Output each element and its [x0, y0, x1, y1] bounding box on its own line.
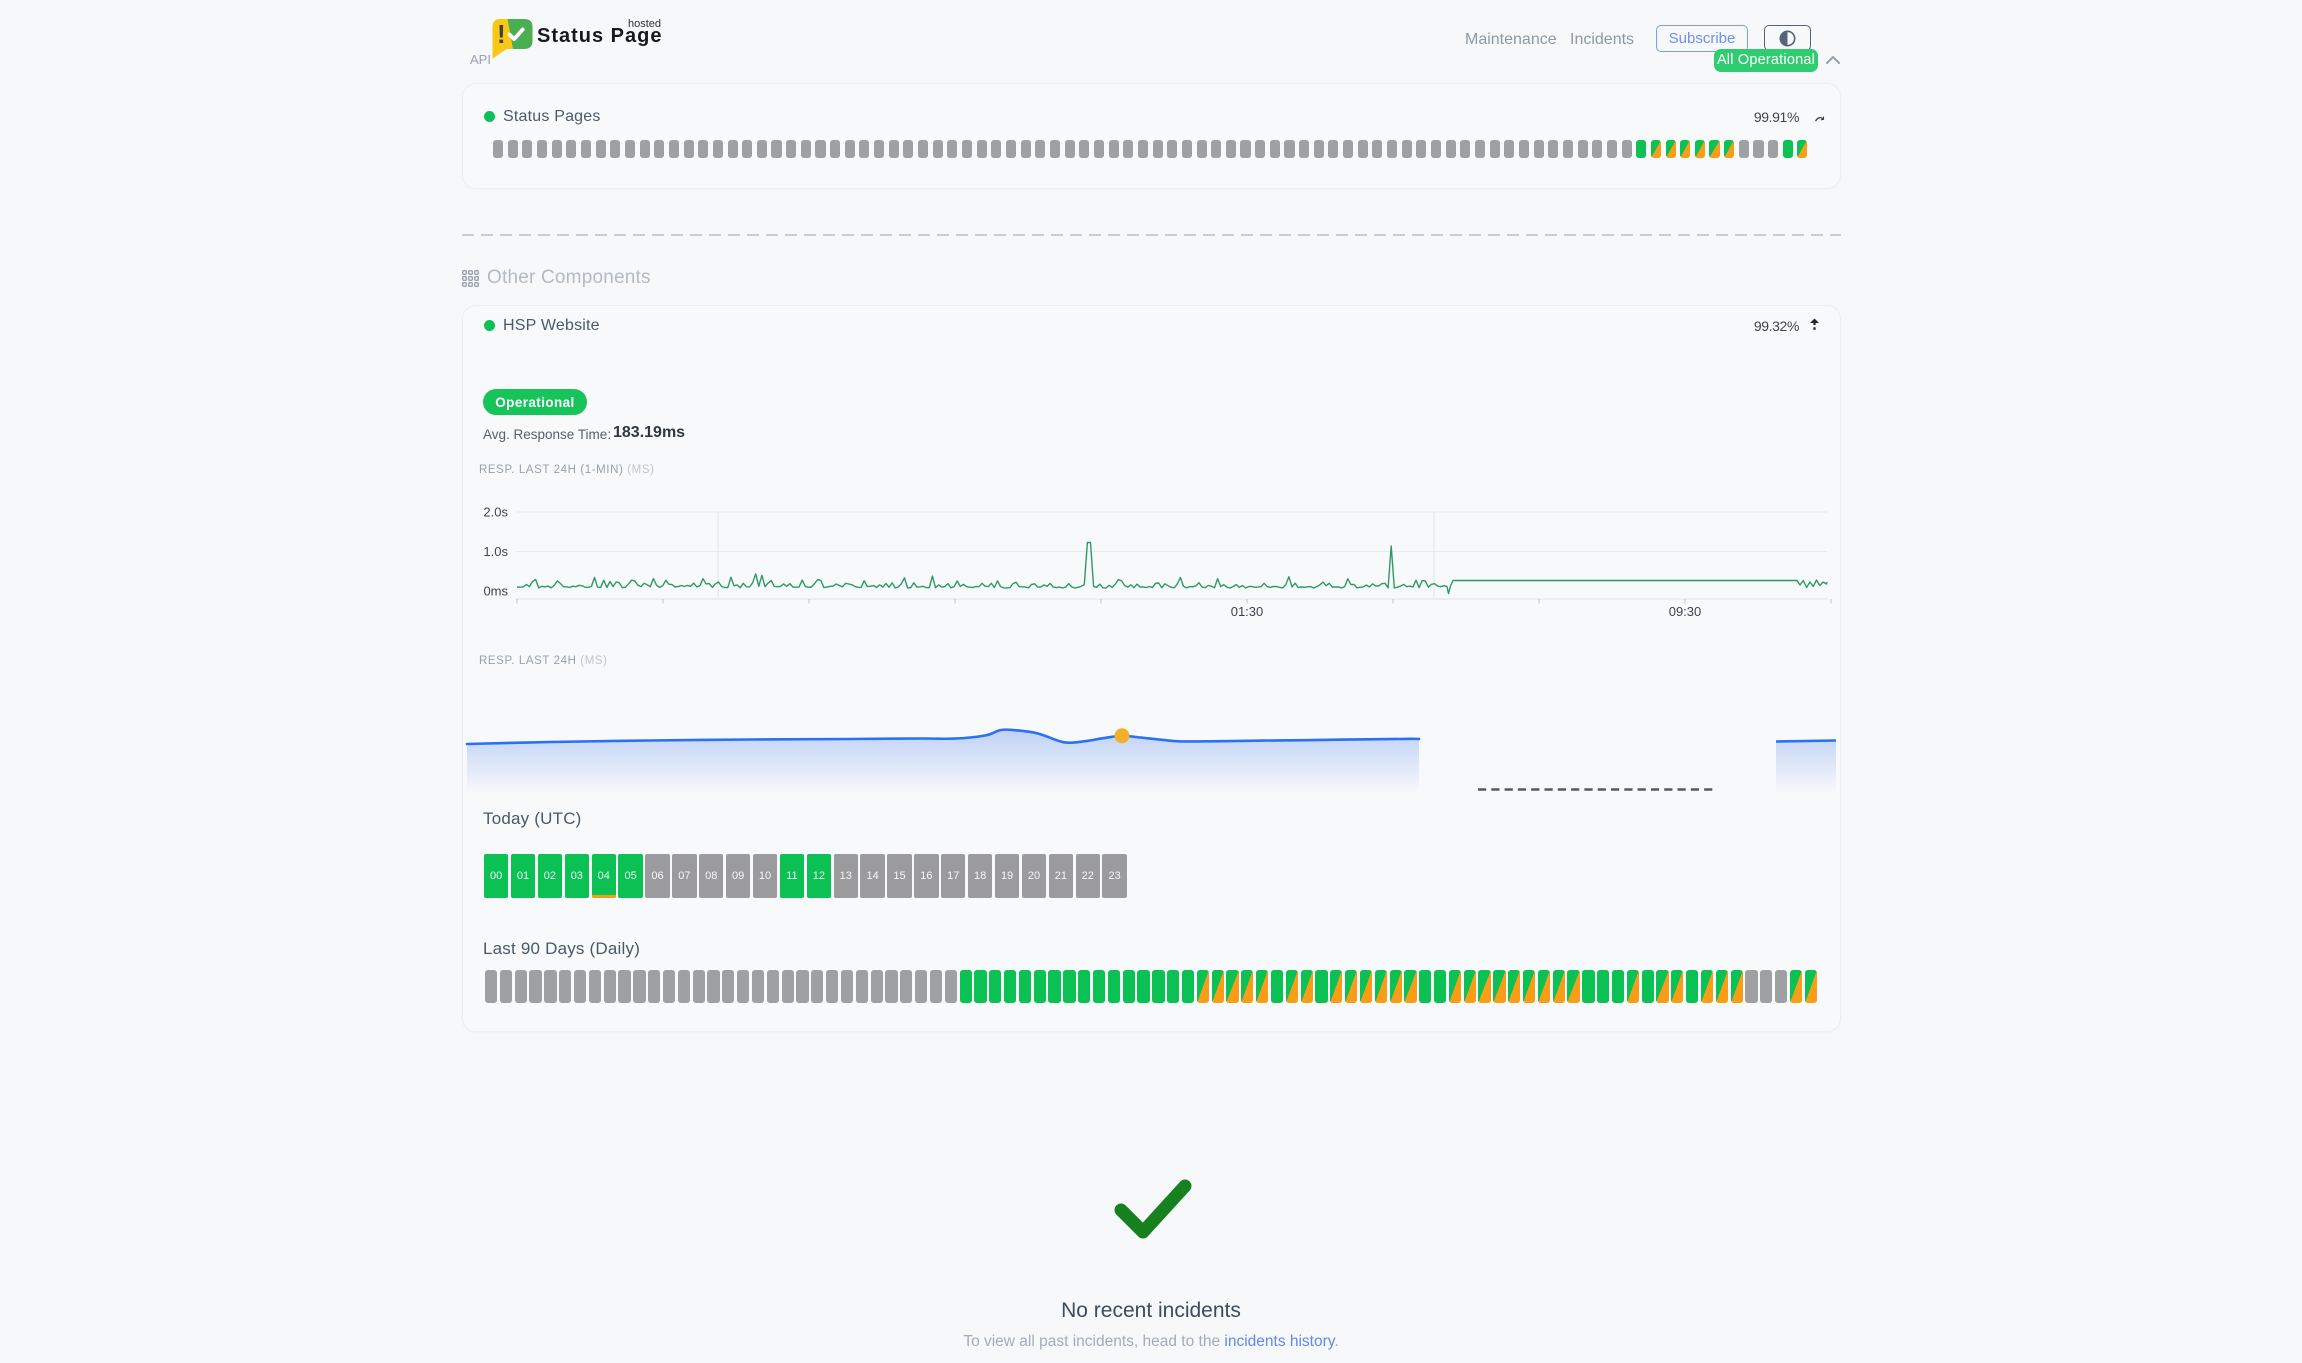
svg-text:2.0s: 2.0s — [483, 505, 508, 520]
svg-text:1.0s: 1.0s — [483, 544, 508, 559]
svg-text:0ms: 0ms — [483, 584, 508, 599]
svg-text:09:30: 09:30 — [1669, 604, 1702, 619]
svg-text:01:30: 01:30 — [1231, 604, 1264, 619]
svg-text:!: ! — [497, 19, 506, 49]
